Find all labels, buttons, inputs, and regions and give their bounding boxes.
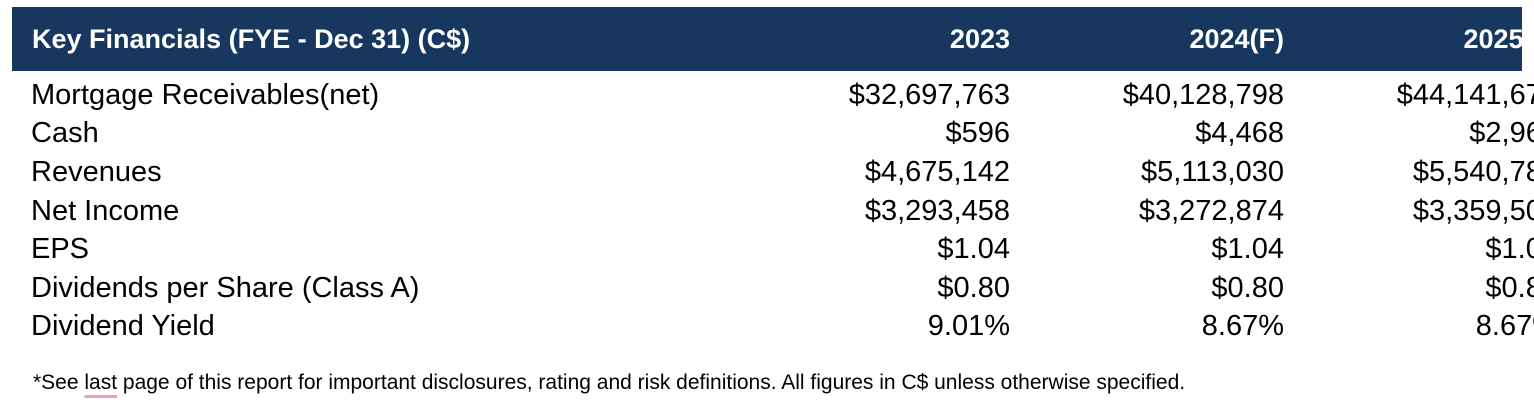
row-value: $1.04 (1211, 233, 1284, 266)
key-financials-table: Key Financials (FYE - Dec 31) (C$) 2023 … (12, 7, 1534, 347)
row-label: Cash (31, 117, 99, 150)
table-header: Key Financials (FYE - Dec 31) (C$) 2023 … (12, 7, 1534, 71)
row-value: $3,359,507 (1412, 194, 1534, 227)
row-value: $0.80 (1485, 271, 1534, 304)
footnote: *See last page of this report for import… (33, 371, 1185, 395)
table-row: Revenues $4,675,142 $5,113,030 $5,540,78… (12, 153, 1534, 192)
row-value: $2,965 (1469, 117, 1534, 150)
row-label: Dividend Yield (31, 310, 215, 343)
table-row: EPS $1.04 $1.04 $1.06 (12, 230, 1534, 269)
table-row: Cash $596 $4,468 $2,965 (12, 115, 1534, 154)
row-value: $32,697,763 (848, 78, 1010, 111)
row-value: $3,272,874 (1138, 194, 1284, 227)
row-value: 9.01% (927, 310, 1010, 343)
row-value: 8.67% (1201, 310, 1284, 343)
row-value: 8.67% (1475, 310, 1534, 343)
table-row: Net Income $3,293,458 $3,272,874 $3,359,… (12, 192, 1534, 231)
footnote-underlined-word: last (84, 371, 118, 394)
year-header-2025: 2025(F) (1463, 23, 1534, 54)
row-value: $4,468 (1195, 117, 1284, 150)
row-value: $3,293,458 (864, 194, 1010, 227)
row-value: $5,540,784 (1412, 155, 1534, 188)
row-value: $1.06 (1485, 233, 1534, 266)
table-body: Mortgage Receivables(net) $32,697,763 $4… (12, 71, 1534, 347)
row-value: $40,128,798 (1122, 78, 1284, 111)
row-value: $5,113,030 (1141, 155, 1284, 188)
row-label: EPS (31, 233, 90, 266)
row-value: $1.04 (937, 233, 1010, 266)
year-header-2024: 2024(F) (1189, 23, 1284, 54)
row-value: $44,141,678 (1396, 78, 1534, 111)
row-value: $4,675,142 (864, 155, 1010, 188)
table-title: Key Financials (FYE - Dec 31) (C$) (32, 23, 471, 54)
row-label: Dividends per Share (Class A) (31, 271, 420, 304)
footnote-prefix: *See (33, 371, 85, 394)
row-value: $596 (945, 117, 1010, 150)
table-row: Dividends per Share (Class A) $0.80 $0.8… (12, 269, 1534, 308)
row-value: $0.80 (1211, 271, 1284, 304)
year-header-2023: 2023 (949, 23, 1010, 54)
row-label: Net Income (31, 194, 180, 227)
row-label: Mortgage Receivables(net) (31, 78, 380, 111)
row-value: $0.80 (937, 271, 1010, 304)
row-label: Revenues (31, 155, 162, 188)
footnote-suffix: page of this report for important disclo… (117, 371, 1186, 394)
table-row: Dividend Yield 9.01% 8.67% 8.67% (12, 308, 1534, 347)
table-row: Mortgage Receivables(net) $32,697,763 $4… (12, 76, 1534, 115)
